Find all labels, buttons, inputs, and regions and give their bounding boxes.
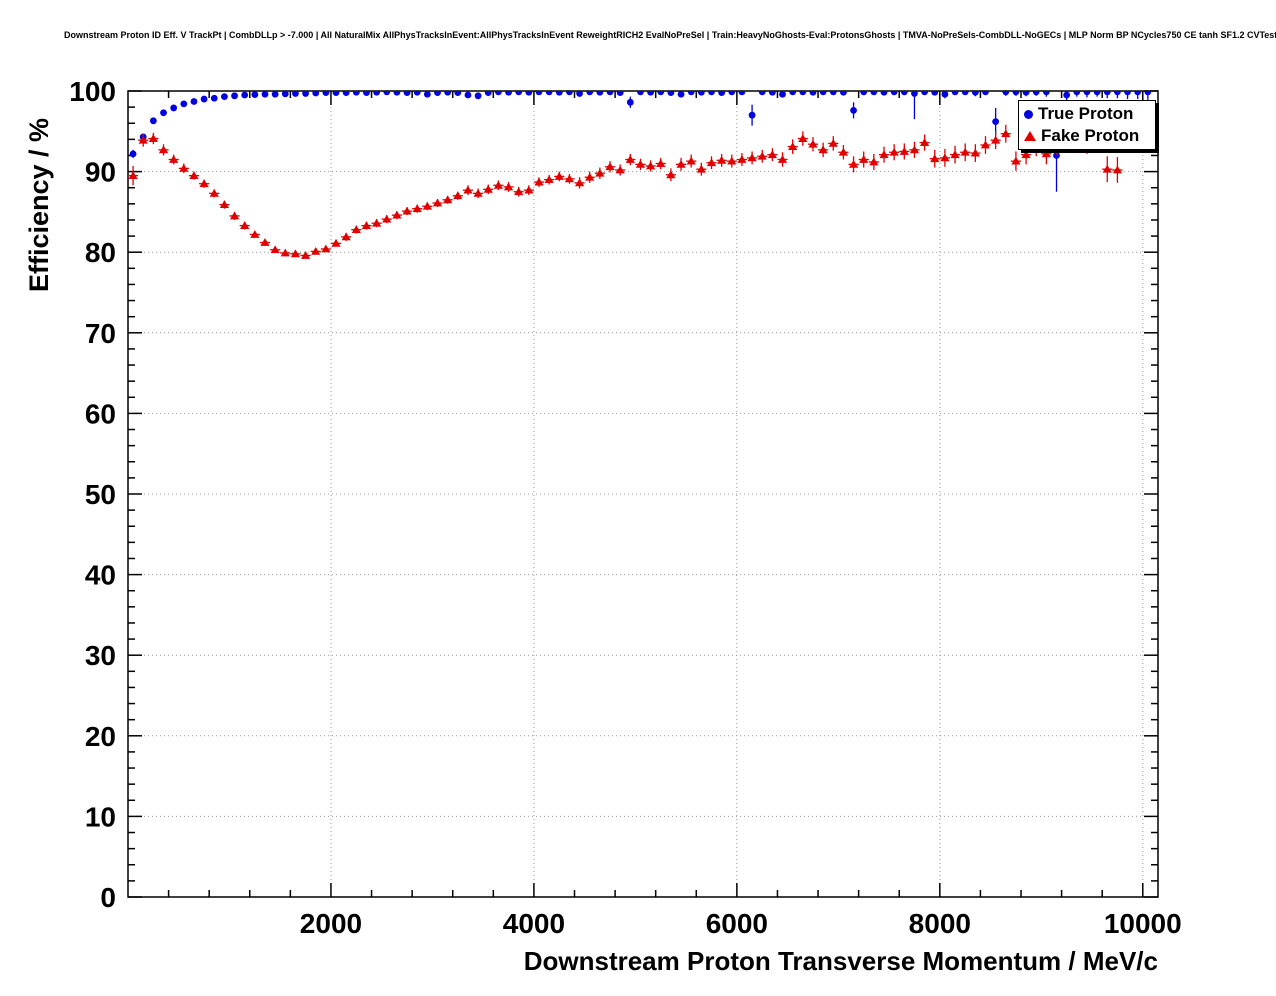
plot-title: Downstream Proton ID Eff. V TrackPt | Co… — [64, 30, 1276, 40]
svg-text:10000: 10000 — [1104, 908, 1182, 939]
svg-text:80: 80 — [85, 237, 116, 268]
legend-label-fake-proton: Fake Proton — [1041, 126, 1140, 145]
legend-label-true-proton: True Proton — [1038, 104, 1134, 123]
x-axis-title: Downstream Proton Transverse Momentum / … — [523, 946, 1158, 976]
svg-text:70: 70 — [85, 318, 116, 349]
svg-text:20: 20 — [85, 721, 116, 752]
true-proton-marker-icon — [1024, 109, 1033, 119]
svg-text:100: 100 — [69, 76, 116, 107]
y-axis-title: Efficiency / % — [24, 117, 54, 292]
svg-text:0: 0 — [100, 882, 116, 913]
svg-text:2000: 2000 — [300, 908, 362, 939]
svg-text:90: 90 — [85, 157, 116, 188]
svg-text:4000: 4000 — [503, 908, 565, 939]
svg-text:50: 50 — [85, 479, 116, 510]
svg-text:10: 10 — [85, 801, 116, 832]
legend: True Proton Fake Proton — [1018, 100, 1156, 150]
svg-text:8000: 8000 — [909, 908, 971, 939]
svg-text:30: 30 — [85, 640, 116, 671]
fake-proton-marker-icon — [1024, 131, 1036, 141]
legend-entry-fake-proton: Fake Proton — [1019, 125, 1155, 147]
svg-text:6000: 6000 — [706, 908, 768, 939]
svg-text:40: 40 — [85, 560, 116, 591]
svg-text:60: 60 — [85, 398, 116, 429]
legend-entry-true-proton: True Proton — [1019, 103, 1155, 125]
